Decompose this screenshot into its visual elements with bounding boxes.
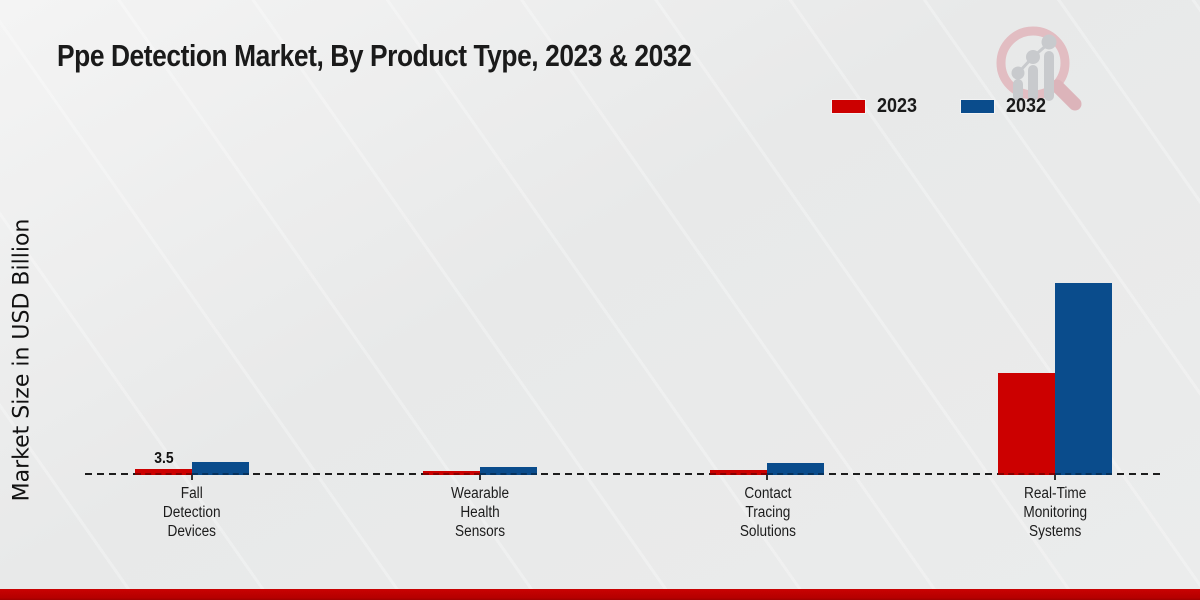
legend-swatch-2023: [831, 98, 866, 114]
bar-2023-contact-tracing-solutions: [710, 470, 768, 475]
legend-label-2023: 2023: [877, 94, 918, 117]
x-axis-tick-contact-tracing-solutions: [766, 475, 769, 480]
x-tick-label-text: Real-Time Monitoring Systems: [1023, 485, 1087, 540]
bar-2023-fall-detection-devices: [135, 469, 192, 475]
bar-2023-real-time-monitoring-systems: [998, 373, 1056, 475]
legend-label-2032: 2032: [1005, 94, 1046, 117]
x-tick-label-wearable-health-sensors: Wearable Health Sensors: [410, 484, 550, 541]
x-tick-label-text: Fall Detection Devices: [163, 485, 221, 540]
bar-value-label: 3.5: [153, 450, 174, 467]
chart-title: Ppe Detection Market, By Product Type, 2…: [57, 38, 692, 73]
legend-item-2032: 2032: [959, 94, 1051, 118]
legend: 2023 2032: [831, 92, 1050, 120]
bottom-accent-strip: [0, 589, 1200, 600]
legend-item-2023: 2023: [831, 95, 922, 118]
x-axis-tick-real-time-monitoring-systems: [1054, 475, 1057, 480]
bar-2032-fall-detection-devices: [192, 462, 249, 475]
x-tick-label-real-time-monitoring-systems: Real-Time Monitoring Systems: [985, 484, 1125, 541]
magnifier-bar-chart-logo-icon: [996, 26, 1082, 111]
bar-2032-real-time-monitoring-systems: [1055, 283, 1113, 475]
bar-2032-contact-tracing-solutions: [767, 463, 825, 475]
legend-swatch-2032: [959, 98, 995, 114]
x-tick-label-fall-detection-devices: Fall Detection Devices: [122, 484, 262, 541]
zero-baseline-dashed-line: [85, 473, 1165, 475]
x-tick-label-text: Contact Tracing Solutions: [739, 485, 796, 540]
x-axis-tick-wearable-health-sensors: [478, 475, 481, 480]
bar-2032-wearable-health-sensors: [479, 467, 537, 475]
y-axis-label: Market Size in USD Billion: [9, 218, 35, 502]
bar-2023-wearable-health-sensors: [422, 470, 480, 475]
x-tick-label-contact-tracing-solutions: Contact Tracing Solutions: [697, 484, 837, 541]
x-axis-tick-fall-detection-devices: [191, 475, 193, 480]
x-tick-label-text: Wearable Health Sensors: [450, 485, 509, 540]
